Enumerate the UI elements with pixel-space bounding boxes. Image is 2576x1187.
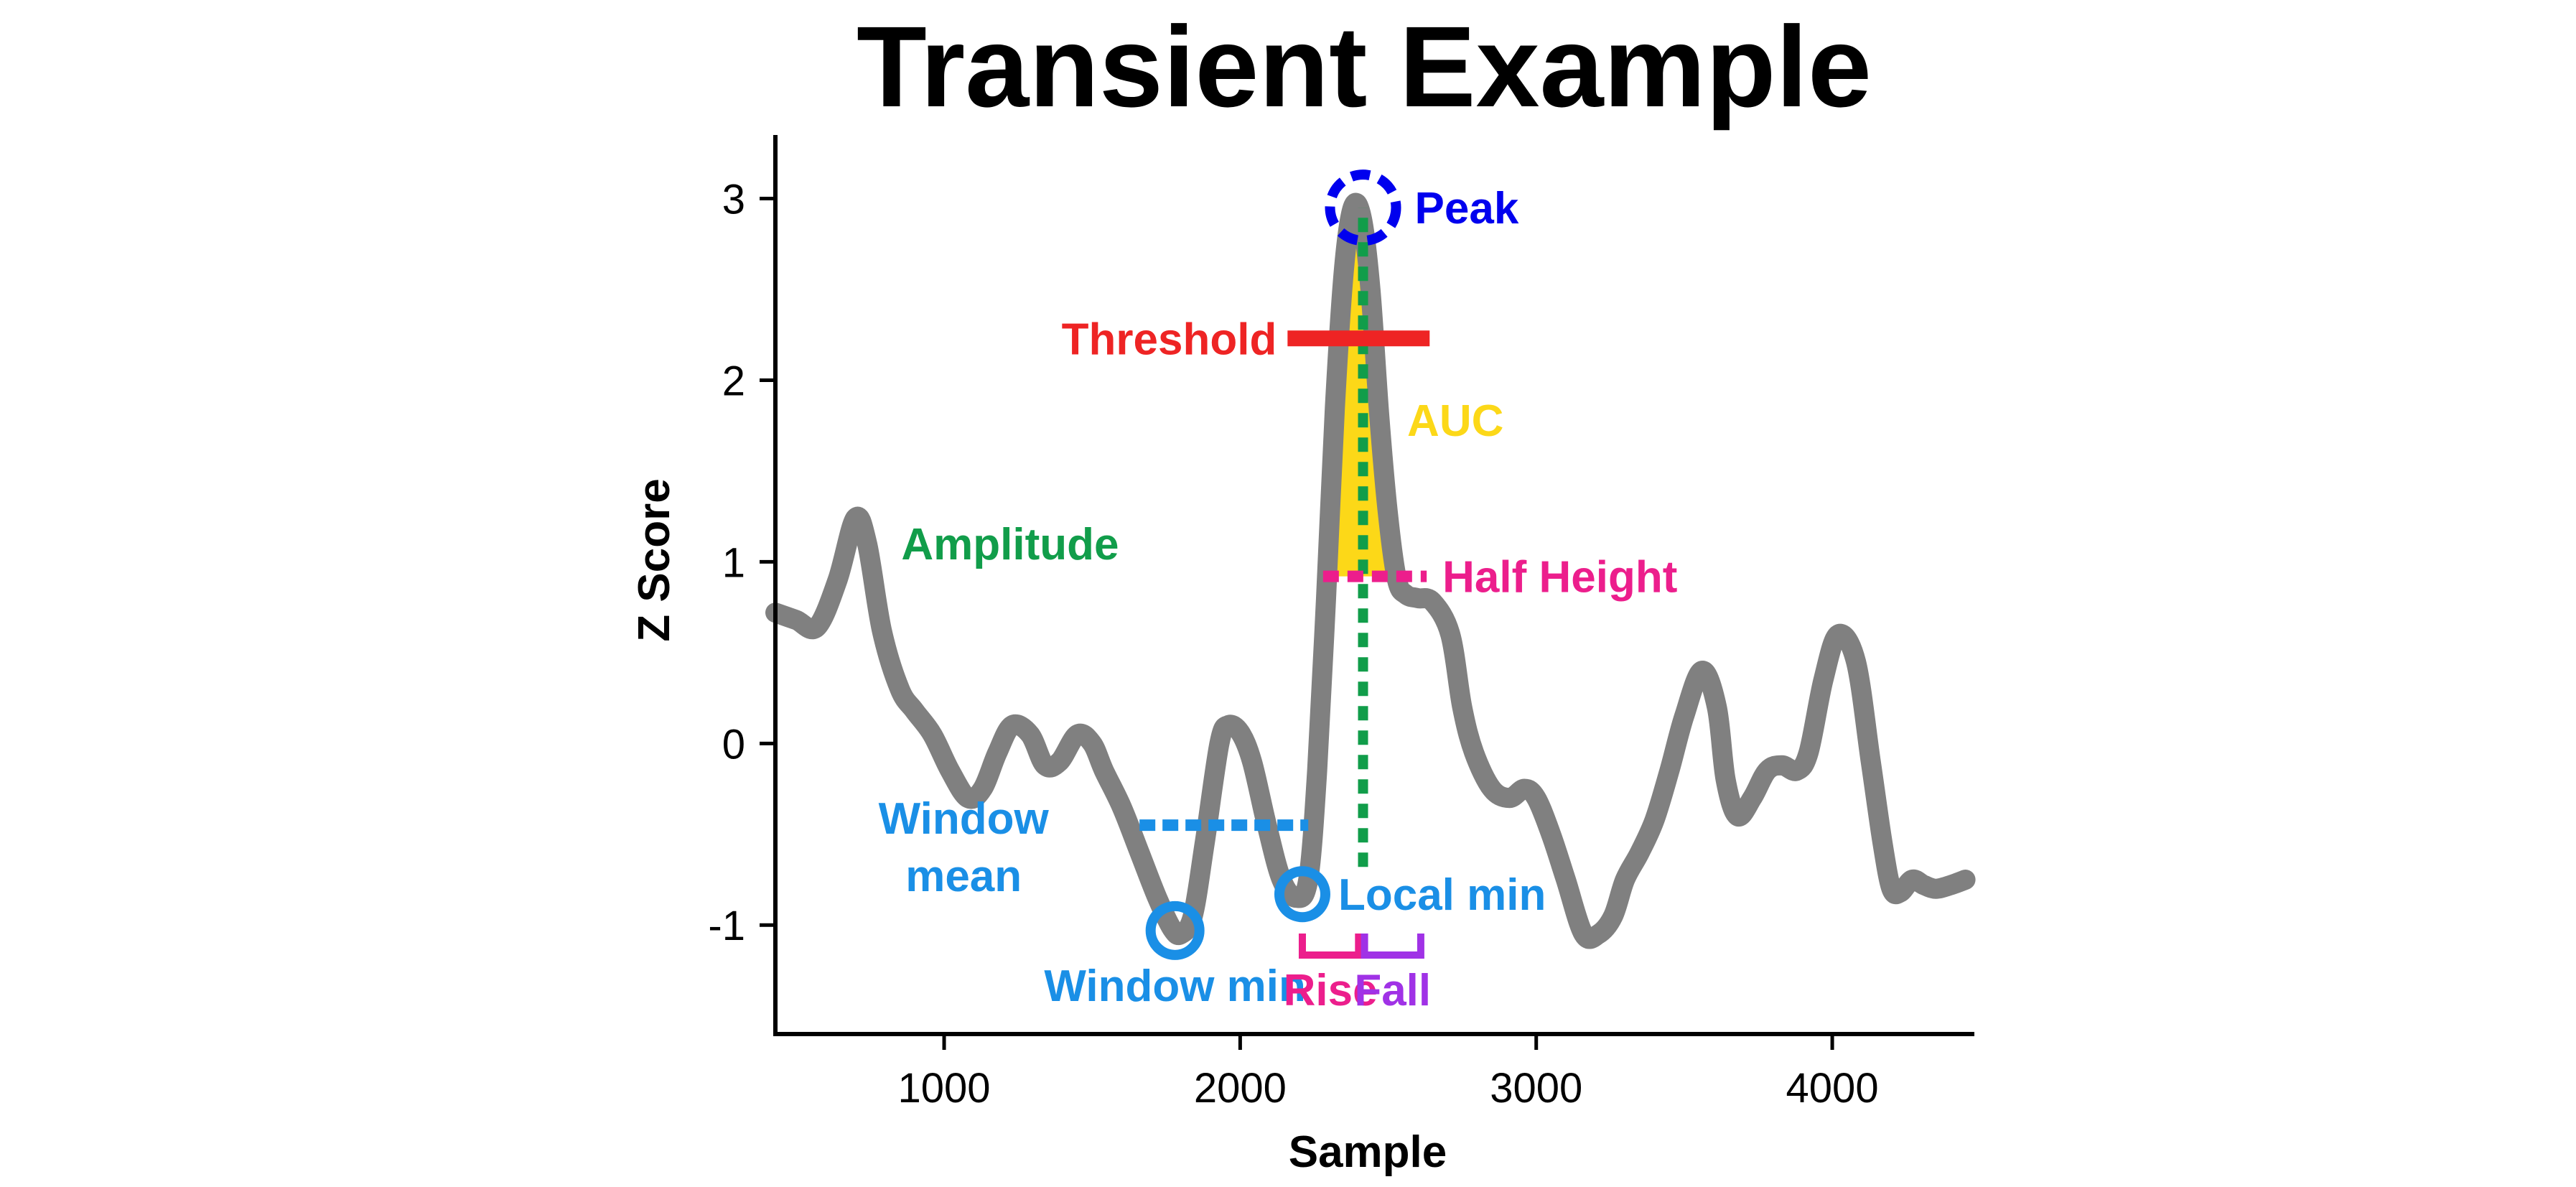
peak-label: Peak bbox=[1415, 184, 1519, 233]
rise-label: Rise bbox=[1284, 966, 1378, 1015]
amplitude-label: Amplitude bbox=[901, 520, 1119, 569]
x-tick-label: 2000 bbox=[1194, 1065, 1287, 1112]
rise-bracket bbox=[1298, 934, 1363, 959]
half-height-label: Half Height bbox=[1442, 553, 1677, 602]
y-tick-label: 1 bbox=[722, 539, 745, 586]
x-tick-label: 1000 bbox=[898, 1065, 991, 1112]
threshold-label: Threshold bbox=[1062, 315, 1277, 364]
ticks: 1000 2000 3000 4000 3 2 1 0 -1 bbox=[708, 177, 1878, 1112]
y-tick-label: 2 bbox=[722, 358, 745, 404]
series-line bbox=[765, 192, 1976, 949]
local-min-marker bbox=[1274, 866, 1330, 923]
y-tick-label: 0 bbox=[722, 721, 745, 768]
window-mean-label: mean bbox=[905, 852, 1022, 901]
x-axis-label: Sample bbox=[1289, 1127, 1447, 1177]
y-tick-label: 3 bbox=[722, 177, 745, 223]
auc-label: AUC bbox=[1407, 396, 1503, 446]
window-min-label: Window min bbox=[1044, 962, 1306, 1011]
x-tick-label: 3000 bbox=[1490, 1065, 1582, 1112]
y-axis-label: Z Score bbox=[630, 478, 679, 641]
y-tick-label: -1 bbox=[708, 903, 745, 949]
local-min-label: Local min bbox=[1338, 870, 1546, 920]
axes bbox=[773, 135, 1974, 1036]
annotation-layer: Amplitude Threshold AUC Half Height Peak Wind… bbox=[879, 169, 1677, 1015]
series-layer bbox=[765, 192, 1976, 949]
fall-label: Fall bbox=[1354, 966, 1431, 1015]
window-mean-label: Window bbox=[879, 794, 1050, 844]
chart-title: Transient Example bbox=[857, 2, 1872, 131]
window-min-marker bbox=[1145, 900, 1205, 960]
fall-bracket bbox=[1361, 934, 1424, 959]
x-tick-label: 4000 bbox=[1786, 1065, 1879, 1112]
peak-marker bbox=[1325, 169, 1401, 246]
